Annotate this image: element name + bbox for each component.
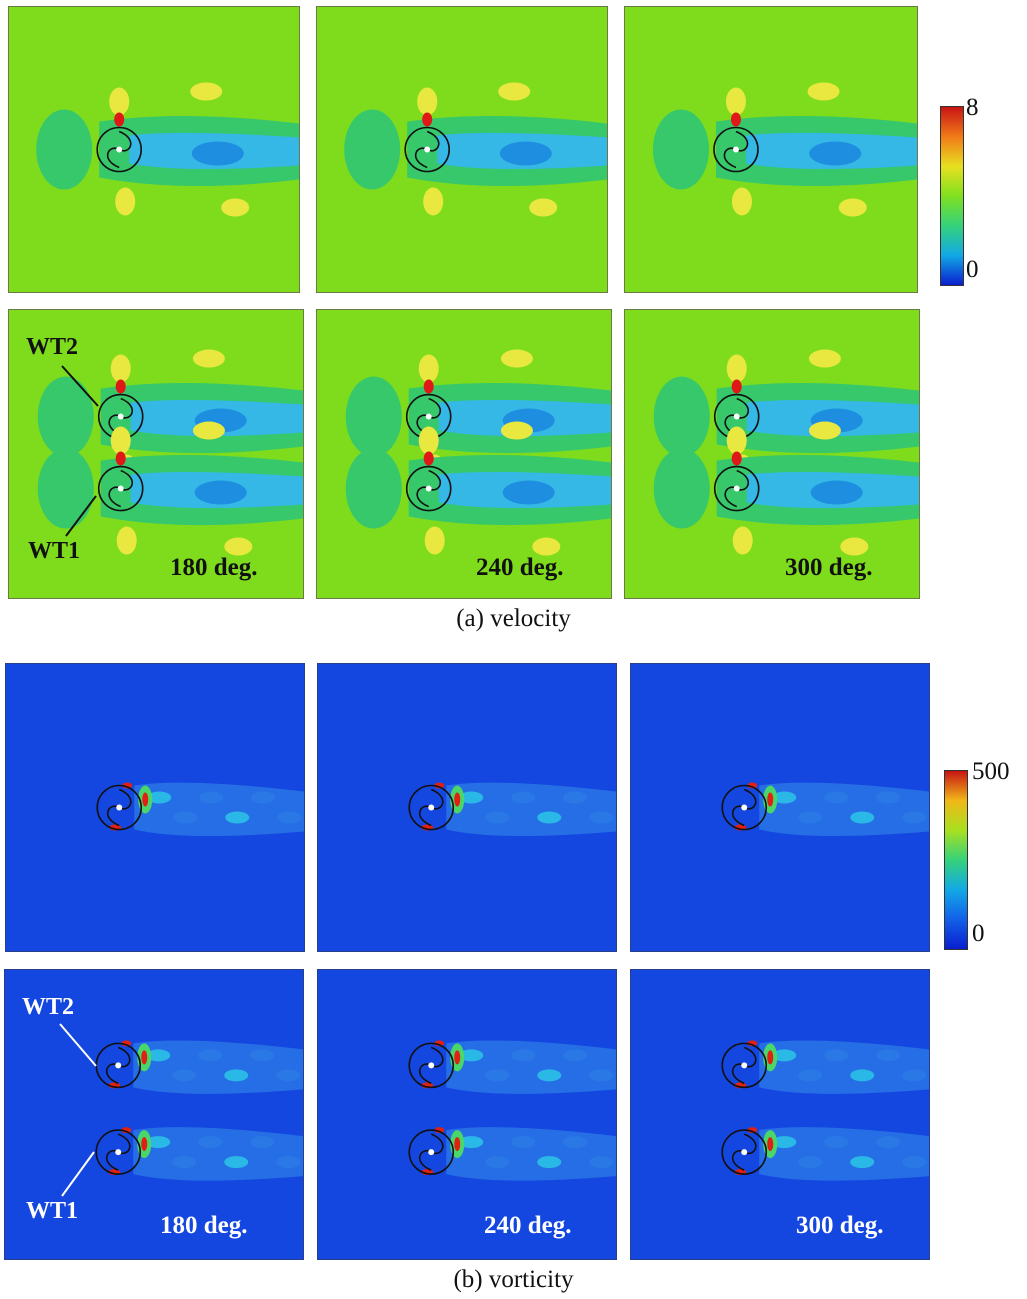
velocity-caption: (a) velocity: [456, 605, 571, 632]
rotor-circle: [96, 126, 142, 173]
velocity-angle-label-180: 180 deg.: [170, 554, 258, 581]
rotor-circle: [721, 1129, 768, 1175]
rotor-shaft: [733, 413, 740, 420]
vorticity-panel-pair-240: [317, 969, 617, 1260]
rotor-shaft: [117, 413, 124, 420]
vorticity-angle-label-300: 300 deg.: [796, 1212, 884, 1239]
vorticity-colorbar-min-label: 0: [972, 920, 985, 947]
contour-field: [6, 664, 304, 951]
contour-field: [317, 310, 611, 598]
vorticity-angle-label-240: 240 deg.: [484, 1212, 572, 1239]
rotor-circle: [713, 465, 760, 512]
vorticity-panel-single-300: [630, 663, 930, 952]
rotor-circle: [97, 465, 144, 512]
contour-field: [631, 664, 929, 951]
vorticity-colorbar: [944, 770, 968, 950]
rotor-shaft: [732, 146, 739, 153]
contour-field: [318, 664, 616, 951]
contour-field: [9, 7, 299, 292]
vorticity-caption: (b) vorticity: [453, 1266, 574, 1293]
rotor-shaft: [428, 804, 435, 811]
velocity-wt1-label: WT1: [28, 538, 81, 564]
velocity-colorbar: [940, 106, 964, 286]
rotor-shaft: [116, 146, 123, 153]
vorticity-wt1-label: WT1: [26, 1198, 79, 1224]
rotor-circle: [408, 784, 455, 831]
vorticity-angle-label-180: 180 deg.: [160, 1212, 248, 1239]
rotor-shaft: [741, 1062, 748, 1069]
vorticity-wt2-label: WT2: [22, 994, 75, 1020]
contour-field: [317, 7, 607, 292]
rotor-shaft: [424, 146, 431, 153]
contour-field: [318, 970, 616, 1259]
velocity-angle-label-300: 300 deg.: [785, 554, 873, 581]
rotor-shaft: [115, 1149, 122, 1156]
rotor-shaft: [428, 1149, 435, 1156]
contour-field: [5, 970, 303, 1259]
rotor-circle: [721, 1042, 768, 1089]
rotor-circle: [96, 784, 143, 831]
vorticity-panel-single-180: [5, 663, 305, 952]
contour-field: [631, 970, 929, 1259]
rotor-shaft: [425, 485, 432, 492]
velocity-wt2-label: WT2: [26, 334, 79, 360]
contour-field: [9, 310, 303, 598]
rotor-shaft: [116, 804, 123, 811]
rotor-circle: [408, 1129, 455, 1175]
rotor-shaft: [741, 1149, 748, 1156]
rotor-shaft: [117, 485, 124, 492]
vorticity-panel-single-240: [317, 663, 617, 952]
velocity-colorbar-max-label: 8: [966, 94, 979, 121]
velocity-angle-label-240: 240 deg.: [476, 554, 564, 581]
vorticity-panel-pair-300: [630, 969, 930, 1260]
vorticity-colorbar-max-label: 500: [972, 758, 1010, 785]
rotor-circle: [404, 126, 450, 173]
rotor-shaft: [425, 413, 432, 420]
rotor-circle: [95, 1129, 142, 1175]
rotor-shaft: [115, 1062, 122, 1069]
velocity-colorbar-min-label: 0: [966, 256, 979, 283]
contour-field: [625, 7, 917, 292]
velocity-panel-pair-240: [316, 309, 612, 599]
rotor-shaft: [733, 485, 740, 492]
rotor-shaft: [428, 1062, 435, 1069]
velocity-panel-single-240: [316, 6, 608, 293]
rotor-circle: [713, 126, 759, 173]
contour-field: [625, 310, 919, 598]
rotor-shaft: [741, 804, 748, 811]
velocity-panel-pair-300: [624, 309, 920, 599]
velocity-panel-single-180: [8, 6, 300, 293]
velocity-panel-pair-180: [8, 309, 304, 599]
rotor-circle: [408, 1042, 455, 1089]
vorticity-panel-pair-180: [4, 969, 304, 1260]
rotor-circle: [721, 784, 768, 831]
velocity-panel-single-300: [624, 6, 918, 293]
rotor-circle: [405, 465, 452, 512]
